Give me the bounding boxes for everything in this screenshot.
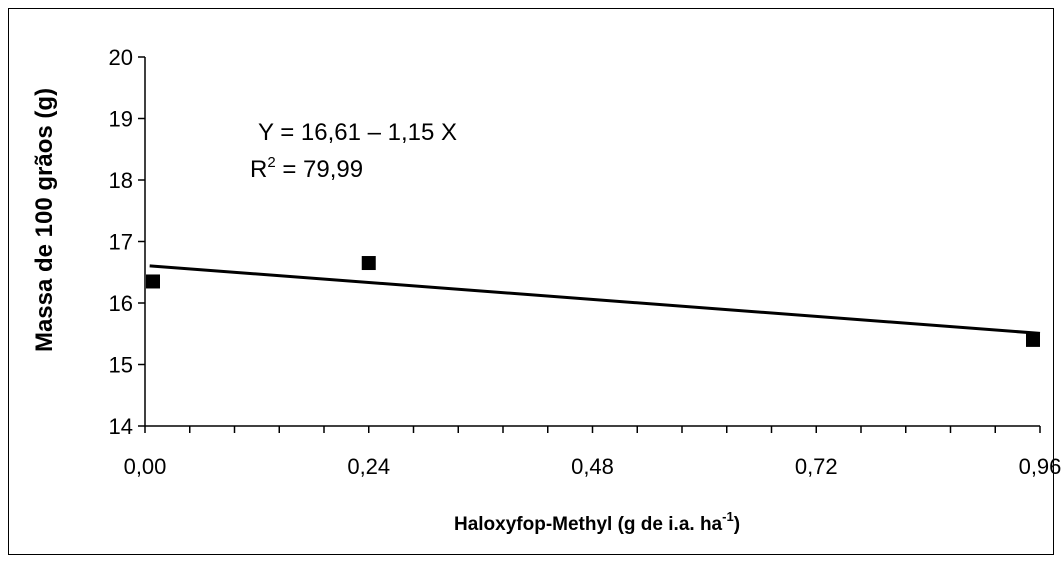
x-tick-label: 0,48 — [571, 454, 614, 479]
x-tick-label: 0,96 — [1019, 454, 1062, 479]
chart-frame — [8, 8, 1054, 555]
axes — [144, 57, 1040, 427]
data-point — [361, 256, 376, 271]
x-ticks: 0,00 0,24 0,48 0,72 0,96 — [124, 426, 1062, 479]
y-tick-label: 20 — [109, 45, 133, 70]
y-tick-label: 15 — [109, 353, 133, 378]
r-squared-prefix: R — [250, 156, 267, 183]
y-axis-title: Massa de 100 grãos (g) — [31, 88, 58, 352]
data-points — [146, 256, 1040, 347]
y-tick-label: 14 — [109, 414, 133, 439]
y-tick-label: 18 — [109, 168, 133, 193]
regression-equation: Y = 16,61 – 1,15 X — [258, 119, 457, 146]
data-point — [146, 274, 160, 289]
y-ticks: 14 15 16 17 18 19 20 — [109, 45, 145, 439]
x-tick-label: 0,24 — [347, 454, 390, 479]
r-squared-superscript: 2 — [267, 154, 275, 171]
x-axis-title-superscript: -1 — [722, 509, 734, 524]
r-squared-value: = 79,99 — [276, 156, 363, 183]
y-tick-label: 16 — [109, 291, 133, 316]
data-point — [1026, 332, 1040, 347]
trend-line — [149, 264, 1041, 335]
x-axis-title-main: Haloxyfop-Methyl (g de i.a. ha — [454, 514, 723, 535]
r-squared-label: R2 = 79,99 — [250, 154, 363, 183]
y-tick-label: 19 — [109, 107, 133, 132]
x-axis-title-suffix: ) — [734, 514, 740, 535]
x-axis-title: Haloxyfop-Methyl (g de i.a. ha-1) — [454, 509, 740, 535]
x-tick-label: 0,72 — [795, 454, 838, 479]
y-tick-label: 17 — [109, 230, 133, 255]
x-tick-label: 0,00 — [124, 454, 167, 479]
